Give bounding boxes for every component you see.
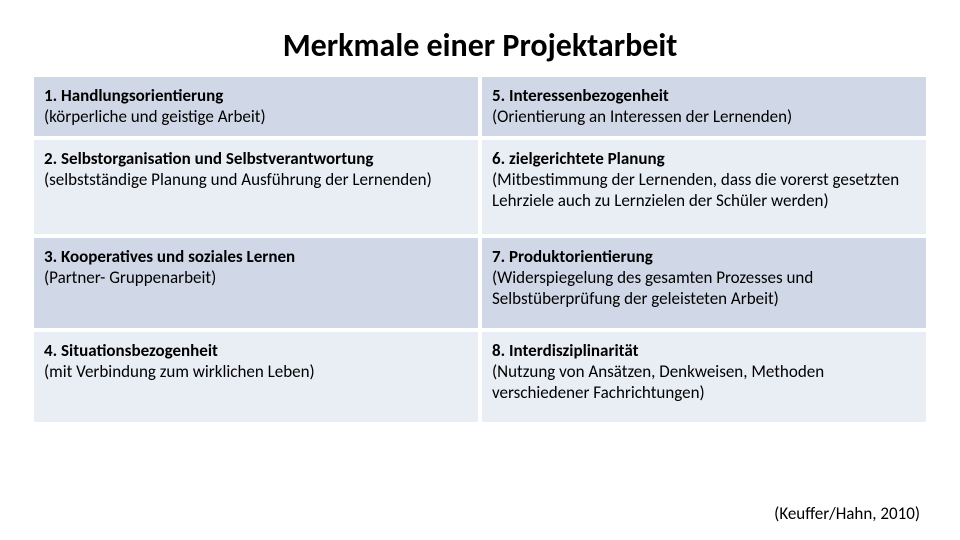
cell-1: 1. Handlungsorientierung (körperliche un… [32, 75, 480, 138]
cell-head: 4. Situationsbezogenheit [44, 340, 218, 361]
cell-sub: (selbstständige Planung und Ausführung d… [44, 169, 432, 190]
cell-sub: (Nutzung von Ansätzen, Denkweisen, Metho… [492, 361, 824, 403]
cell-sub: (körperliche und geistige Arbeit) [44, 106, 266, 127]
table-row: 4. Situationsbezogenheit (mit Verbindung… [32, 330, 928, 424]
cell-6: 6. zielgerichtete Planung (Mitbestimmung… [480, 138, 928, 236]
cell-sub: (Orientierung an Interessen der Lernende… [492, 106, 792, 127]
cell-sub: (Partner- Gruppenarbeit) [44, 267, 216, 288]
cell-head: 8. Interdisziplinarität [492, 340, 639, 361]
cell-head: 7. Produktorientierung [492, 246, 653, 267]
citation: (Keuffer/Hahn, 2010) [774, 503, 920, 524]
cell-head: 1. Handlungsorientierung [44, 85, 223, 106]
features-table: 1. Handlungsorientierung (körperliche un… [30, 73, 930, 426]
cell-sub: (Mitbestimmung der Lernenden, dass die v… [492, 169, 899, 211]
cell-5: 5. Interessenbezogenheit (Orientierung a… [480, 75, 928, 138]
cell-2: 2. Selbstorganisation und Selbstverantwo… [32, 138, 480, 236]
cell-sub: (Widerspiegelung des gesamten Prozesses … [492, 267, 813, 309]
cell-head: 3. Kooperatives und soziales Lernen [44, 246, 295, 267]
cell-sub: (mit Verbindung zum wirklichen Leben) [44, 361, 315, 382]
cell-head: 5. Interessenbezogenheit [492, 85, 669, 106]
cell-head: 2. Selbstorganisation und Selbstverantwo… [44, 148, 373, 169]
slide: Merkmale einer Projektarbeit 1. Handlung… [0, 0, 960, 540]
table-row: 1. Handlungsorientierung (körperliche un… [32, 75, 928, 138]
cell-4: 4. Situationsbezogenheit (mit Verbindung… [32, 330, 480, 424]
cell-3: 3. Kooperatives und soziales Lernen (Par… [32, 236, 480, 330]
table-row: 3. Kooperatives und soziales Lernen (Par… [32, 236, 928, 330]
cell-head: 6. zielgerichtete Planung [492, 148, 665, 169]
cell-7: 7. Produktorientierung (Widerspiegelung … [480, 236, 928, 330]
page-title: Merkmale einer Projektarbeit [30, 26, 930, 65]
table-row: 2. Selbstorganisation und Selbstverantwo… [32, 138, 928, 236]
cell-8: 8. Interdisziplinarität (Nutzung von Ans… [480, 330, 928, 424]
